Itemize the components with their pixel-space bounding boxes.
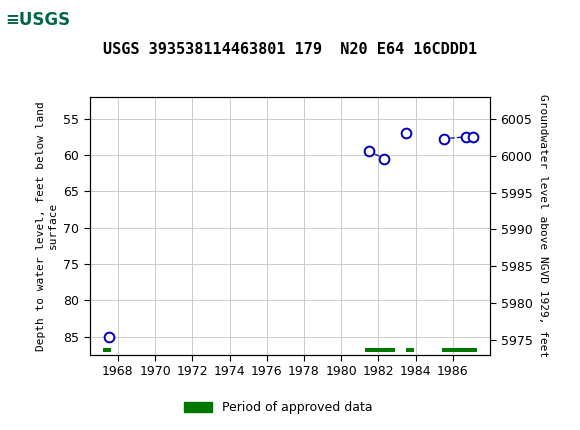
Bar (407, 348, 414, 352)
Legend: Period of approved data: Period of approved data (179, 396, 378, 419)
Y-axis label: Groundwater level above NGVD 1929, feet: Groundwater level above NGVD 1929, feet (538, 94, 548, 357)
Bar (442, 348, 477, 352)
Y-axis label: Depth to water level, feet below land
surface: Depth to water level, feet below land su… (37, 101, 58, 350)
Bar (5, 3, 71, 37)
Text: ≡USGS: ≡USGS (5, 11, 70, 29)
Bar (365, 348, 395, 352)
Text: USGS 393538114463801 179  N20 E64 16CDDD1: USGS 393538114463801 179 N20 E64 16CDDD1 (103, 42, 477, 57)
Bar (103, 348, 111, 352)
